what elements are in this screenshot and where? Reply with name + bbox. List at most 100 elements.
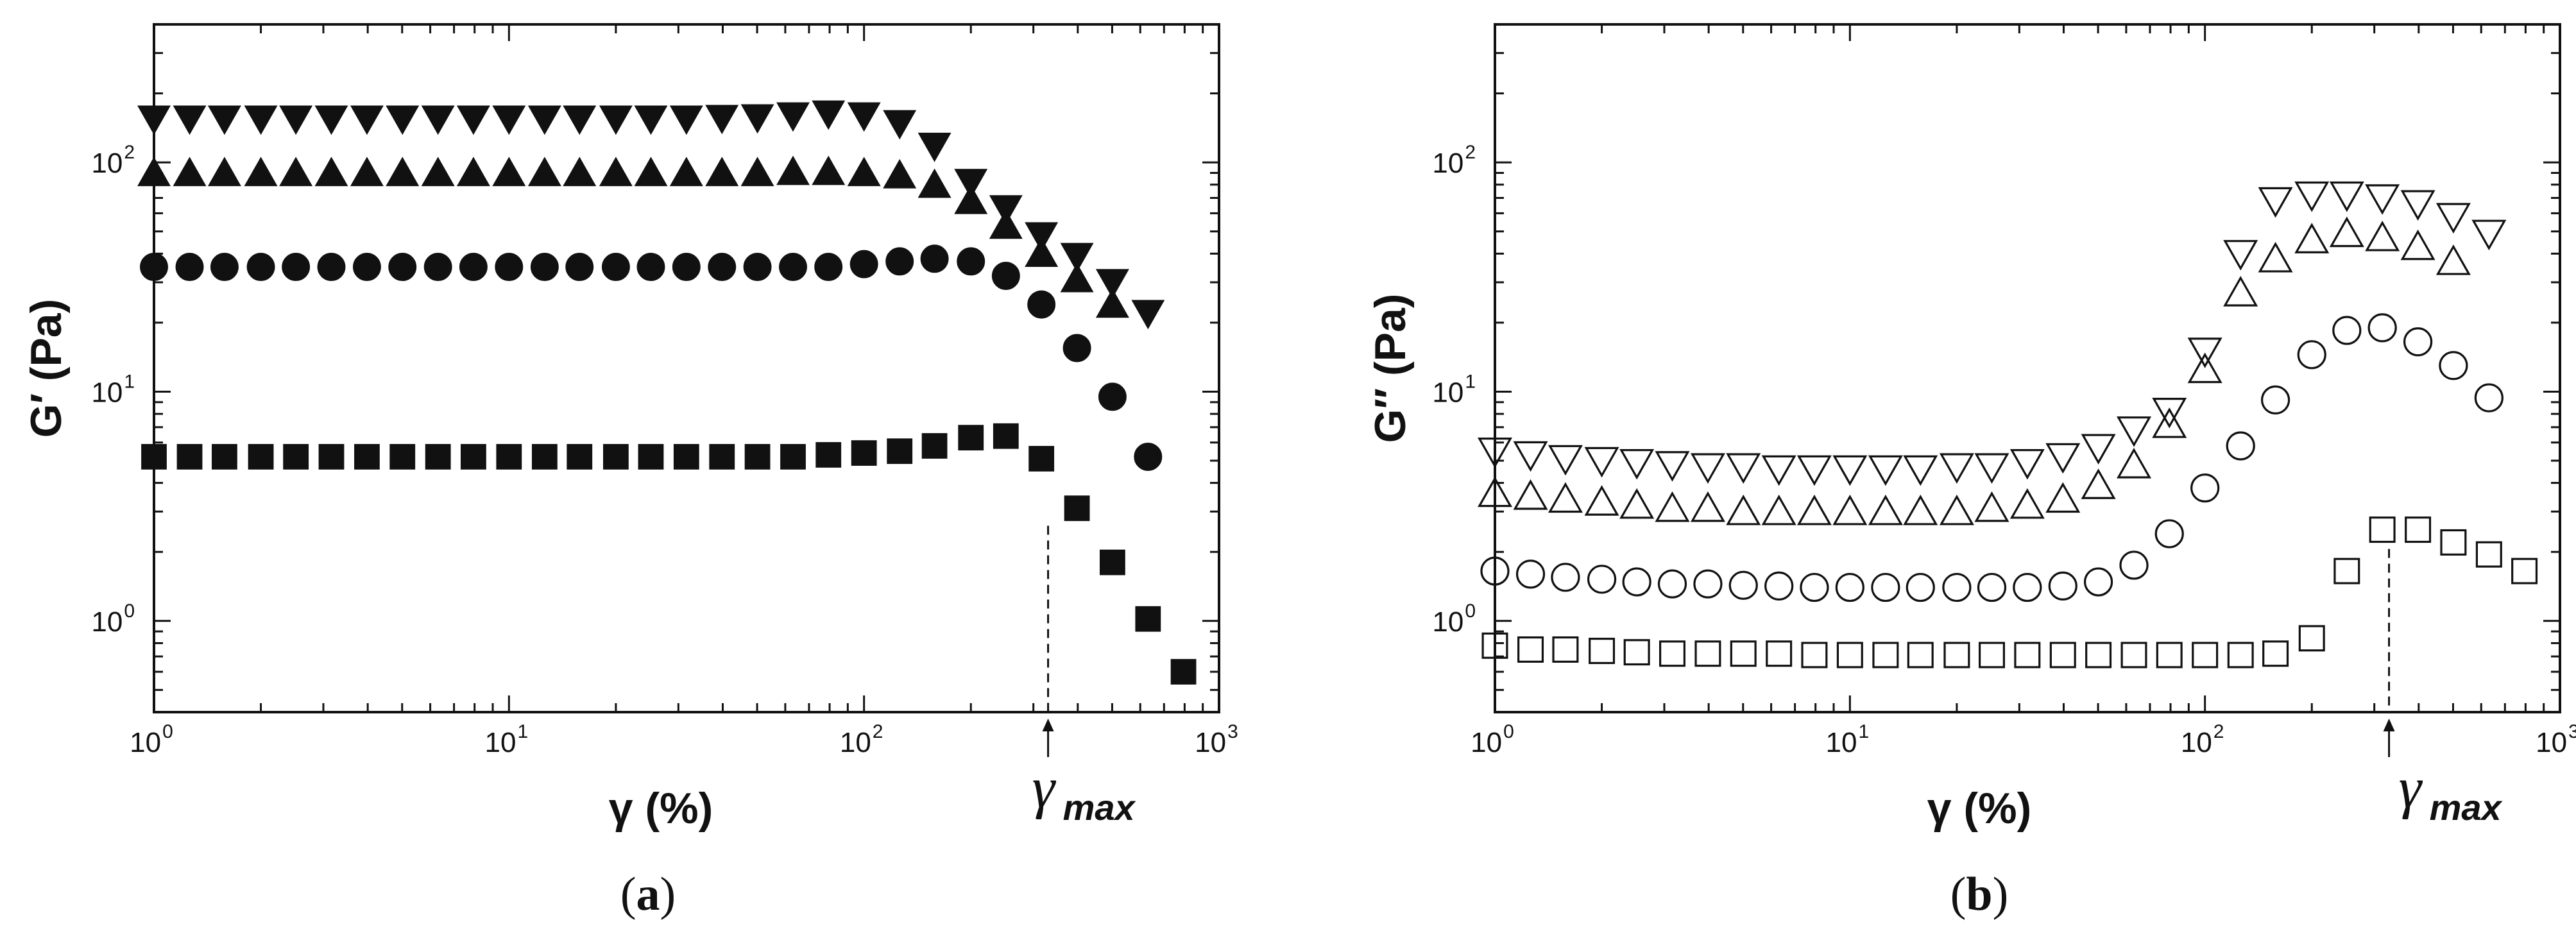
marker-tridown-open xyxy=(2117,416,2152,447)
marker-square-open xyxy=(2085,642,2112,669)
marker-square-filled xyxy=(141,444,167,470)
marker-circle-open xyxy=(1657,569,1687,599)
marker-square-open xyxy=(1801,642,1828,669)
marker-tridown-open xyxy=(2471,219,2507,251)
marker-tridown-filled xyxy=(812,100,846,130)
marker-tridown-filled xyxy=(563,105,597,135)
marker-circle-filled xyxy=(388,253,417,282)
marker-square-open xyxy=(2405,516,2432,543)
marker-tridown-filled xyxy=(350,105,384,135)
gamma-max-label-b: γ max xyxy=(2399,756,2503,828)
x-tick-label: 102 xyxy=(2181,721,2224,758)
marker-circle-filled xyxy=(459,253,488,282)
marker-triup-filled xyxy=(386,157,420,187)
marker-square-filled xyxy=(1100,549,1125,575)
marker-triup-filled xyxy=(989,209,1023,239)
marker-square-filled xyxy=(603,444,629,470)
marker-circle-filled xyxy=(317,253,346,282)
marker-triup-filled xyxy=(812,155,846,185)
marker-circle-filled xyxy=(957,247,985,276)
marker-tridown-open xyxy=(1478,438,1512,468)
marker-triup-open xyxy=(1584,485,1619,516)
marker-square-open xyxy=(1836,642,1863,669)
marker-square-filled xyxy=(567,444,593,470)
marker-triup-open xyxy=(1690,491,1725,522)
marker-tridown-open xyxy=(2365,184,2400,215)
marker-triup-open xyxy=(2400,229,2435,260)
marker-triup-open xyxy=(2258,241,2293,273)
caption-close-b: ) xyxy=(1993,868,2009,921)
marker-tridown-open xyxy=(1868,455,1903,486)
marker-square-open xyxy=(1517,636,1544,663)
marker-triup-filled xyxy=(563,157,597,187)
marker-triup-open xyxy=(1868,494,1903,525)
marker-square-open xyxy=(2120,642,2147,669)
marker-triup-filled xyxy=(954,184,988,214)
y-tick-label: 100 xyxy=(1432,601,1476,638)
marker-tridown-open xyxy=(1761,455,1796,486)
marker-circle-filled xyxy=(601,253,630,282)
marker-circle-open xyxy=(2013,572,2042,602)
marker-square-filled xyxy=(958,425,984,451)
marker-circle-open xyxy=(2260,385,2290,415)
marker-square-open xyxy=(2192,642,2219,669)
marker-circle-open xyxy=(1835,572,1864,602)
marker-tridown-open xyxy=(1655,451,1690,482)
marker-circle-filled xyxy=(210,253,239,282)
caption-close-a: ) xyxy=(660,868,676,921)
marker-tridown-open xyxy=(2223,240,2258,271)
marker-tridown-filled xyxy=(705,105,739,135)
marker-square-open xyxy=(1978,642,2005,669)
marker-circle-open xyxy=(2154,519,2184,549)
marker-tridown-filled xyxy=(847,102,881,132)
marker-square-filled xyxy=(709,444,735,470)
gamma-max-arrowhead-a xyxy=(1042,719,1054,731)
marker-tridown-filled xyxy=(634,105,668,135)
marker-triup-open xyxy=(2294,223,2330,253)
marker-circle-filled xyxy=(743,253,772,282)
marker-circle-open xyxy=(2190,473,2220,503)
marker-square-open xyxy=(1766,640,1793,667)
marker-square-filled xyxy=(176,444,203,470)
marker-circle-open xyxy=(2297,340,2326,370)
marker-triup-open xyxy=(2435,244,2471,275)
marker-triup-filled xyxy=(1025,237,1059,267)
marker-triup-open xyxy=(1726,494,1761,525)
marker-triup-filled xyxy=(492,157,526,187)
svg-text:γ: γ xyxy=(2399,756,2423,820)
marker-tridown-filled xyxy=(740,104,774,134)
marker-square-filled xyxy=(283,444,309,470)
marker-triup-filled xyxy=(883,158,917,189)
marker-square-open xyxy=(2227,642,2254,669)
marker-circle-open xyxy=(2119,550,2149,580)
svg-text:max: max xyxy=(1063,787,1137,828)
marker-square-filled xyxy=(531,444,558,470)
marker-circle-open xyxy=(2367,313,2397,343)
marker-circle-open xyxy=(1977,572,2007,602)
marker-square-filled xyxy=(673,444,699,470)
marker-tridown-filled xyxy=(1025,222,1059,252)
marker-tridown-filled xyxy=(421,105,455,135)
marker-triup-open xyxy=(1796,494,1832,525)
marker-circle-filled xyxy=(140,253,168,282)
marker-circle-open xyxy=(1871,572,1900,602)
marker-circle-open xyxy=(2403,327,2433,357)
marker-tridown-open xyxy=(1903,455,1938,486)
svg-text:max: max xyxy=(2430,787,2503,828)
marker-square-filled xyxy=(248,444,274,470)
marker-tridown-filled xyxy=(599,105,633,135)
marker-tridown-filled xyxy=(954,169,988,199)
svg-text:(a): (a) xyxy=(620,868,676,921)
marker-tridown-filled xyxy=(669,105,703,135)
marker-triup-filled xyxy=(705,157,739,187)
x-axis-label-b: γ (%) xyxy=(1927,784,2031,833)
marker-triup-open xyxy=(2223,275,2258,307)
marker-square-filled xyxy=(921,433,948,459)
marks-b xyxy=(1478,181,2538,669)
marker-tridown-open xyxy=(2435,203,2471,234)
marker-tridown-filled xyxy=(917,132,951,162)
marker-triup-open xyxy=(1619,488,1655,519)
marker-triup-open xyxy=(2152,407,2187,438)
panel-a: 100 101 102 103 100 101 102 G′ (Pa) γ (%) γ ma… xyxy=(22,23,1238,921)
svg-text:γ: γ xyxy=(1032,756,1057,820)
